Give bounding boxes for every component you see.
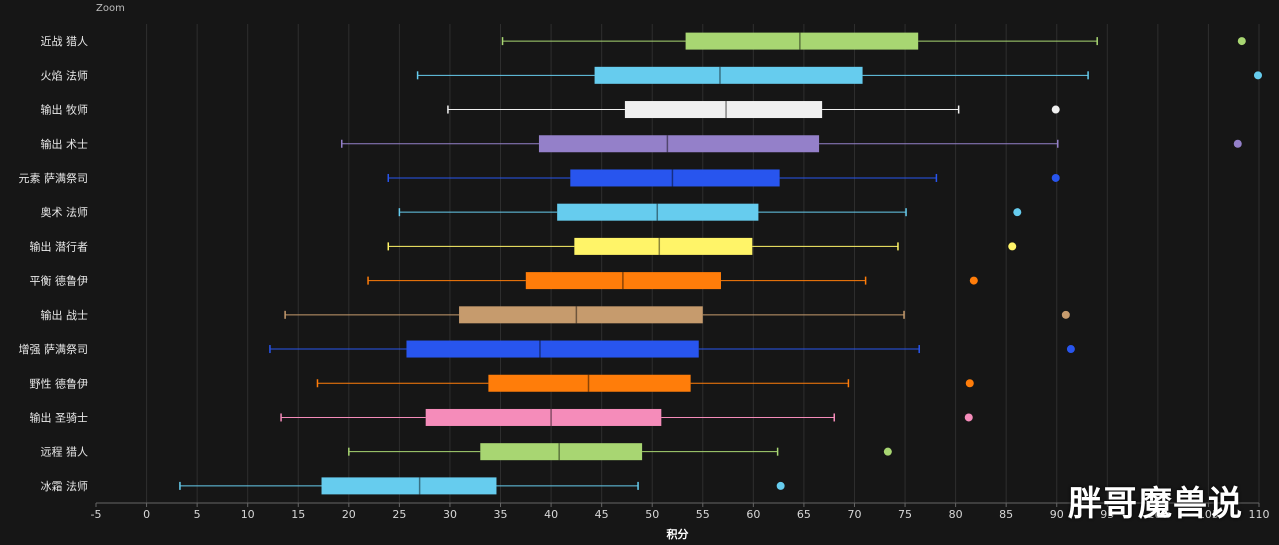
- box-iqr: [321, 477, 497, 495]
- x-tick-label: 75: [898, 508, 912, 521]
- box-iqr: [480, 443, 643, 461]
- y-category-label: 输出 战士: [41, 308, 89, 322]
- box-iqr: [685, 32, 919, 50]
- x-tick-label: 80: [949, 508, 963, 521]
- x-tick-label: 15: [291, 508, 305, 521]
- y-category-label: 增强 萨满祭司: [19, 342, 89, 356]
- outlier-point: [1051, 105, 1060, 114]
- watermark-text: 胖哥魔兽说: [1068, 484, 1243, 524]
- outlier-point: [1061, 310, 1070, 319]
- y-category-label: 野性 德鲁伊: [30, 376, 89, 390]
- y-category-label: 近战 猎人: [41, 34, 89, 48]
- y-category-label: 输出 牧师: [41, 103, 89, 117]
- outlier-point: [1008, 242, 1017, 251]
- box-iqr: [574, 237, 753, 255]
- outlier-point: [1013, 208, 1022, 217]
- y-category-label: 平衡 德鲁伊: [30, 274, 89, 288]
- x-tick-label: 35: [494, 508, 508, 521]
- outlier-point: [776, 481, 785, 490]
- box-iqr: [425, 408, 662, 426]
- zoom-label[interactable]: Zoom: [96, 3, 125, 14]
- outlier-point: [1051, 173, 1060, 182]
- outlier-point: [883, 447, 892, 456]
- x-tick-label: 0: [143, 508, 150, 521]
- x-tick-label: 105: [1198, 508, 1219, 521]
- y-category-label: 输出 圣骑士: [30, 410, 89, 424]
- y-category-label: 输出 潜行者: [30, 239, 89, 253]
- box-iqr: [570, 169, 780, 187]
- x-tick-label: 70: [847, 508, 861, 521]
- x-tick-label: 10: [241, 508, 255, 521]
- x-tick-label: 100: [1147, 508, 1168, 521]
- x-tick-label: 95: [1100, 508, 1114, 521]
- x-tick-label: 45: [595, 508, 609, 521]
- outlier-point: [969, 276, 978, 285]
- box-iqr: [624, 101, 823, 119]
- box-iqr: [538, 135, 820, 153]
- outlier-point: [1066, 345, 1075, 354]
- x-tick-label: 20: [342, 508, 356, 521]
- y-category-label: 输出 术士: [41, 137, 89, 151]
- x-tick-label: 50: [645, 508, 659, 521]
- box-iqr: [525, 272, 721, 290]
- x-tick-label: 90: [1050, 508, 1064, 521]
- outlier-point: [965, 379, 974, 388]
- x-tick-label: 40: [544, 508, 558, 521]
- box-iqr: [406, 340, 699, 358]
- x-axis-title: 积分: [667, 527, 689, 541]
- y-category-label: 奥术 法师: [41, 205, 89, 219]
- outlier-point: [1253, 71, 1262, 80]
- x-tick-label: 30: [443, 508, 457, 521]
- y-category-label: 远程 猎人: [41, 445, 89, 459]
- x-tick-label: 60: [746, 508, 760, 521]
- x-tick-label: 55: [696, 508, 710, 521]
- y-category-label: 火焰 法师: [41, 68, 89, 82]
- y-category-label: 元素 萨满祭司: [19, 172, 89, 185]
- box-iqr: [557, 203, 759, 221]
- x-tick-label: 85: [999, 508, 1013, 521]
- x-tick-label: 5: [194, 508, 201, 521]
- y-category-label: 冰霜 法师: [41, 479, 89, 493]
- plot-area: [96, 24, 1259, 503]
- box-iqr: [459, 306, 703, 324]
- x-tick-label: 65: [797, 508, 811, 521]
- outlier-point: [964, 413, 973, 422]
- x-tick-label: 25: [392, 508, 406, 521]
- box-iqr: [594, 66, 863, 84]
- outlier-point: [1237, 37, 1246, 46]
- x-tick-label: -5: [91, 508, 102, 521]
- x-tick-label: 110: [1249, 508, 1270, 521]
- outlier-point: [1233, 139, 1242, 148]
- box-iqr: [488, 374, 691, 392]
